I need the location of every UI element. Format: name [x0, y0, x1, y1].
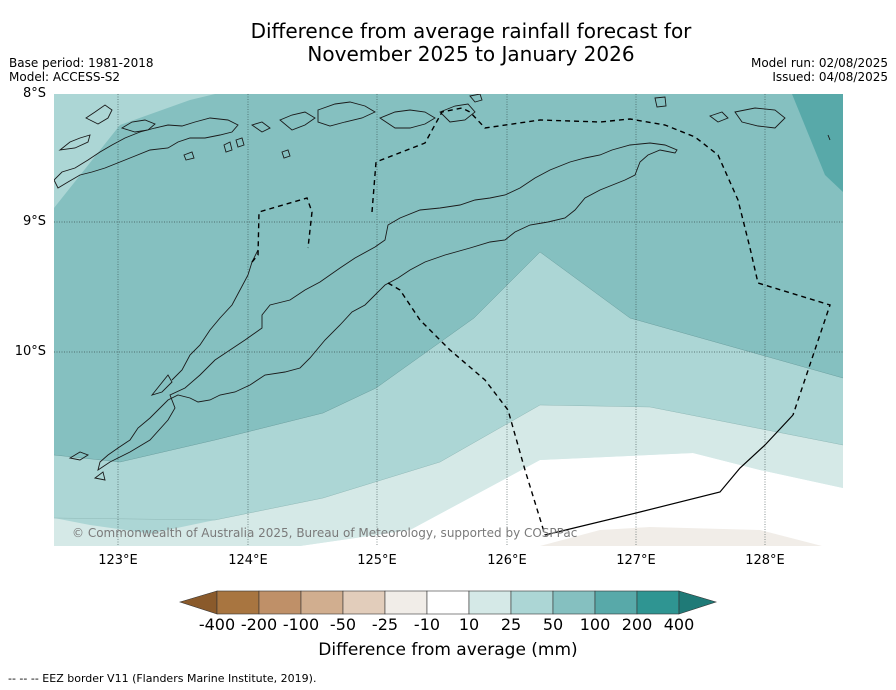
lat-label-8s: 8°S: [22, 86, 46, 101]
graticule: [54, 94, 843, 546]
colorbar-tick: -400: [198, 615, 236, 634]
copyright-notice: © Commonwealth of Australia 2025, Bureau…: [72, 526, 578, 540]
model-info: Base period: 1981-2018 Model: ACCESS-S2: [9, 56, 154, 84]
colorbar-tick: -10: [413, 615, 441, 634]
colorbar-left-arrow: [178, 590, 218, 615]
colorbar-right-arrow: [678, 590, 718, 615]
colorbar-tick: 50: [542, 615, 564, 634]
lon-label-125e: 125°E: [357, 553, 397, 568]
colorbar-tick: 200: [621, 615, 653, 634]
model-run: Model run: 02/08/2025: [750, 56, 888, 70]
eez-footnote: -- -- -- EEZ border V11 (Flanders Marine…: [8, 672, 317, 685]
band-neutral: [300, 453, 843, 546]
colorbar-tick: 25: [500, 615, 522, 634]
band-50-100: [54, 94, 843, 462]
colorbar-tick: -200: [240, 615, 278, 634]
colorbar-tick: -25: [371, 615, 399, 634]
lon-label-128e: 128°E: [745, 553, 785, 568]
band-minus-10-25: [540, 527, 822, 546]
map-area: [54, 94, 843, 546]
lat-label-9s: 9°S: [22, 214, 46, 229]
colorbar-label: Difference from average (mm): [318, 640, 578, 660]
eez-border: [251, 107, 831, 536]
colorbar-tick: -100: [282, 615, 320, 634]
band-10-25: [54, 405, 843, 546]
model-name: Model: ACCESS-S2: [9, 70, 121, 84]
boundary-solid: [544, 414, 794, 536]
title-line-1: Difference from average rainfall forecas…: [250, 19, 692, 43]
coastline: [54, 94, 831, 481]
title-line-2: November 2025 to January 2026: [307, 42, 635, 66]
colorbar-tick: -50: [329, 615, 357, 634]
colorbar-ticks: -400 -200 -100 -50 -25 -10 10 25 50 100 …: [0, 615, 896, 635]
lon-label-123e: 123°E: [98, 553, 138, 568]
lat-label-10s: 10°S: [14, 344, 46, 359]
colorbar-tick: 100: [579, 615, 611, 634]
run-info: Model run: 02/08/2025 Issued: 04/08/2025: [751, 56, 888, 84]
issued-date: Issued: 04/08/2025: [772, 70, 888, 84]
lon-label-126e: 126°E: [487, 553, 527, 568]
colorbar-tick: 400: [663, 615, 695, 634]
band-bottom-left: [54, 518, 300, 546]
lon-label-127e: 127°E: [616, 553, 656, 568]
lon-label-124e: 124°E: [228, 553, 268, 568]
colorbar: [178, 590, 718, 615]
band-100-200: [792, 94, 843, 192]
map-title: Difference from average rainfall forecas…: [0, 20, 896, 66]
base-period: Base period: 1981-2018: [9, 56, 154, 70]
colorbar-tick: 10: [458, 615, 480, 634]
